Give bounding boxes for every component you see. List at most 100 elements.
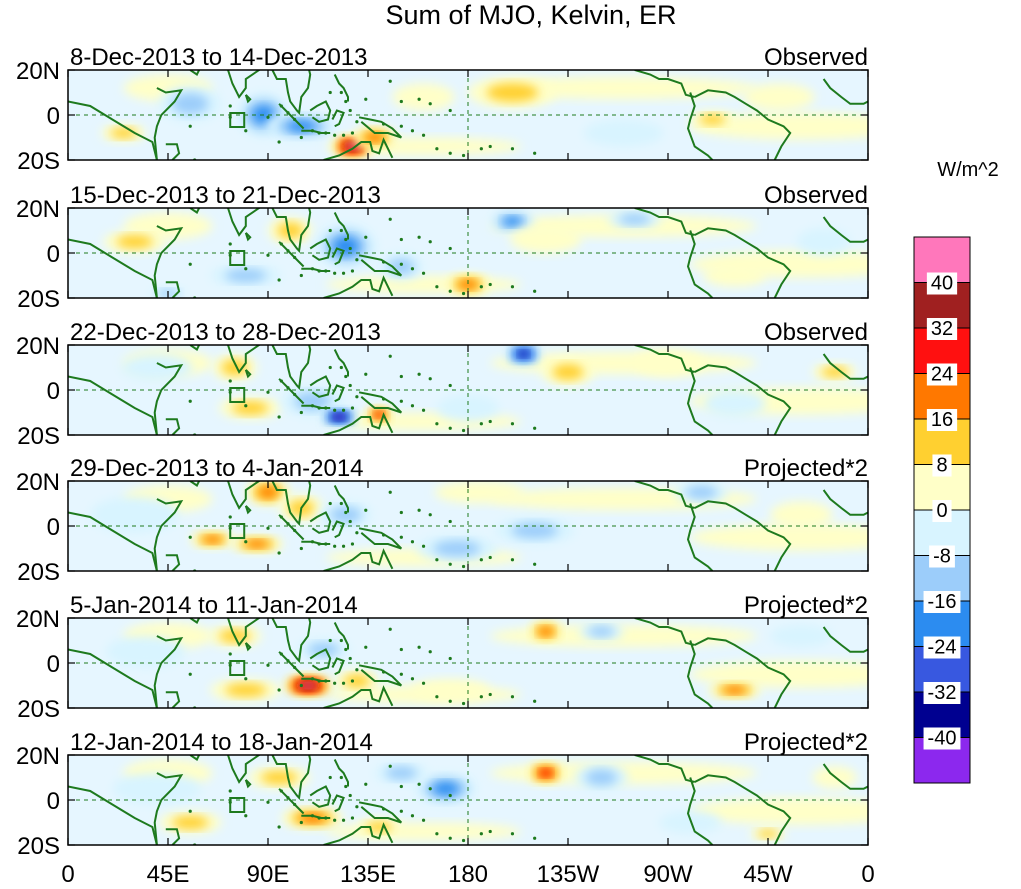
island <box>341 271 346 275</box>
anomaly-contour <box>685 485 717 499</box>
y-tick-label: 20S <box>17 148 60 175</box>
island <box>279 789 283 793</box>
anomaly-contour <box>343 674 370 688</box>
coastline <box>634 481 695 509</box>
island <box>510 422 515 426</box>
island <box>344 237 348 242</box>
colorbar: W/m^2 40 32 24 16 8 0 -8 -16 -24 -32 -40 <box>913 159 999 784</box>
island <box>293 392 297 397</box>
island <box>266 115 270 119</box>
island <box>299 273 303 278</box>
coastline <box>331 520 345 539</box>
island <box>310 404 315 408</box>
anomaly-contour <box>583 119 664 147</box>
island <box>277 825 281 829</box>
island <box>328 228 332 233</box>
coastline <box>333 622 349 650</box>
island <box>324 816 328 820</box>
coastline <box>165 418 181 435</box>
colorbar-level-label: -40 <box>928 728 957 750</box>
panel-kind-label: Projected*2 <box>744 729 868 756</box>
coastline <box>358 391 403 414</box>
panel-kind-label: Projected*2 <box>744 592 868 619</box>
island <box>448 656 452 661</box>
panel-3: 20N 0 20S 22-Dec-2013 to 28-Dec-2013 Observe… <box>16 319 869 450</box>
island <box>328 90 332 95</box>
colorbar-level-label: 16 <box>931 409 953 431</box>
island <box>279 104 283 108</box>
island <box>244 129 248 133</box>
coastline <box>331 109 345 128</box>
coastline <box>271 755 312 800</box>
island <box>364 97 368 101</box>
island <box>244 267 248 271</box>
island <box>435 832 439 836</box>
coastline <box>331 657 345 676</box>
island <box>479 147 483 151</box>
island <box>533 562 537 566</box>
island <box>488 144 492 149</box>
colorbar-level-label: 0 <box>936 500 947 522</box>
anomaly-contour <box>699 114 726 125</box>
island <box>533 699 537 703</box>
panel-6: 20N 0 20S 12-Jan-2014 to 18-Jan-2014 Project… <box>16 729 869 860</box>
anomaly-contour <box>392 83 455 111</box>
island <box>333 681 337 685</box>
anomaly-contour <box>374 411 384 418</box>
y-tick-label: 0 <box>47 378 60 405</box>
island <box>448 699 452 703</box>
island <box>317 131 321 135</box>
anomaly-contour <box>703 390 766 417</box>
island <box>533 289 537 293</box>
island <box>381 670 386 674</box>
island <box>479 832 483 836</box>
island <box>328 365 332 370</box>
coastline <box>333 485 349 513</box>
coastline <box>358 801 403 824</box>
island <box>339 228 343 233</box>
island <box>488 282 492 287</box>
island <box>299 820 303 825</box>
coastlines <box>68 208 868 298</box>
coastline <box>68 375 158 435</box>
island <box>479 695 483 699</box>
coastline <box>331 794 345 813</box>
island <box>339 775 343 780</box>
island <box>533 426 537 430</box>
island <box>228 789 232 793</box>
anomaly-contour <box>330 506 362 523</box>
island <box>317 816 321 820</box>
panel-date-label: 15-Dec-2013 to 21-Dec-2013 <box>70 182 381 209</box>
anomaly-contour <box>203 535 222 544</box>
island <box>350 269 355 273</box>
y-tick-label: 20S <box>17 696 60 723</box>
island <box>266 253 270 257</box>
island <box>428 102 432 106</box>
island <box>399 124 403 128</box>
island <box>355 668 359 672</box>
y-tick-label: 20S <box>17 833 60 860</box>
island <box>293 802 297 807</box>
island <box>286 659 290 663</box>
island <box>324 542 328 546</box>
colorbar-level-label: -16 <box>928 591 957 613</box>
coastline <box>358 664 403 687</box>
island <box>435 695 439 699</box>
island <box>381 122 386 126</box>
island <box>510 147 515 151</box>
x-axis: 0 45E 90E 135E 180 135W 90W 45W 0 <box>61 861 874 888</box>
island <box>479 285 483 289</box>
island <box>279 652 283 656</box>
x-tick-label: 0 <box>861 861 874 888</box>
coastlines <box>68 345 868 435</box>
anomaly-contour <box>385 766 417 780</box>
island <box>286 249 290 253</box>
island <box>293 528 297 533</box>
island <box>428 650 432 654</box>
island <box>461 564 466 569</box>
island <box>310 677 315 681</box>
island <box>435 558 439 562</box>
anomaly-contour <box>659 811 722 834</box>
island <box>348 793 352 798</box>
island <box>279 242 283 246</box>
